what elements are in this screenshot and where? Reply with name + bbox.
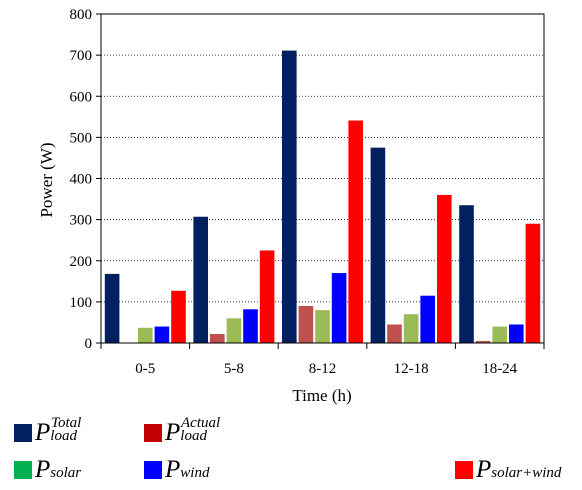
bar-load-total-0-5 — [104, 273, 120, 343]
legend-swatch — [14, 461, 32, 479]
legend-swatch — [144, 424, 162, 442]
legend-label-superscript: Actual — [181, 415, 221, 431]
bar-wind-12-18 — [420, 295, 435, 343]
bar-solar+wind-8-12 — [348, 120, 363, 343]
grid-lines — [101, 13, 544, 303]
y-tick-label: 800 — [70, 7, 93, 23]
bar-wind-18-24 — [509, 324, 524, 343]
y-tick-label: 100 — [70, 295, 93, 311]
legend-label-subscript: load — [50, 428, 77, 444]
legend-swatch — [14, 424, 32, 442]
y-tick-label: 600 — [70, 89, 93, 105]
y-tick-label: 700 — [70, 48, 93, 64]
bar-solar-5-8 — [226, 318, 242, 343]
bar-load-total-18-24 — [459, 205, 474, 343]
x-tick-label: 18-24 — [482, 361, 517, 377]
bar-load-actual-12-18 — [387, 324, 402, 343]
legend-label: P — [35, 419, 51, 446]
chart-canvas: 0 100 200 300 400 500 600 700 800 0-5 5-8 8-12 12-18… — [37, 7, 545, 405]
y-tick-label: 0 — [85, 336, 93, 352]
bar-wind-8-12 — [331, 273, 347, 343]
bar-load-actual-18-24 — [475, 340, 491, 343]
bar-solar-18-24 — [492, 326, 507, 343]
y-tick-label: 300 — [70, 213, 93, 229]
legend-label-subscript: solar — [50, 465, 82, 481]
legend-label: P — [35, 456, 51, 483]
legend-label: P — [165, 456, 181, 483]
legend-label-subscript: load — [180, 428, 207, 444]
legend-swatch — [144, 461, 162, 479]
legend-label: P — [165, 419, 181, 446]
legend-label-subscript: wind — [180, 465, 210, 481]
x-tick-label: 12-18 — [394, 361, 429, 377]
bar-solar+wind-0-5 — [171, 290, 186, 343]
y-tick-label: 400 — [70, 172, 93, 188]
legend-label-superscript: Total — [51, 415, 82, 431]
legend-item: P Total load — [14, 416, 81, 448]
x-tick-label: 5-8 — [224, 361, 244, 377]
x-axis-label: Time (h) — [292, 386, 351, 405]
y-tick-label: 500 — [70, 130, 93, 146]
plot-frame — [100, 13, 545, 344]
legend-item: P Actual load — [144, 416, 220, 448]
bar-solar-8-12 — [315, 310, 330, 343]
legend-label: P — [476, 456, 492, 483]
bar-load-actual-8-12 — [298, 305, 314, 343]
bar-wind-5-8 — [243, 309, 258, 343]
bar-solar+wind-18-24 — [525, 223, 541, 343]
axes: 0 100 200 300 400 500 600 700 800 0-5 5-8 8-12 12-18… — [70, 7, 545, 377]
bar-solar-12-18 — [403, 314, 419, 343]
bar-load-total-12-18 — [370, 147, 386, 343]
x-tick-label: 0-5 — [135, 361, 155, 377]
bar-load-actual-5-8 — [210, 333, 225, 343]
y-axis-label: Power (W) — [37, 142, 56, 217]
legend-label-subscript: solar+wind — [491, 465, 562, 481]
bar-load-total-5-8 — [193, 216, 208, 343]
bar-solar+wind-12-18 — [437, 194, 452, 343]
bar-solar+wind-5-8 — [259, 250, 275, 343]
bar-load-total-8-12 — [282, 50, 297, 343]
y-tick-label: 200 — [70, 254, 93, 270]
x-tick-label: 8-12 — [309, 361, 337, 377]
bar-wind-0-5 — [154, 326, 170, 343]
legend-swatch — [455, 461, 473, 479]
bars-group — [104, 50, 541, 343]
bar-solar-0-5 — [138, 327, 153, 343]
